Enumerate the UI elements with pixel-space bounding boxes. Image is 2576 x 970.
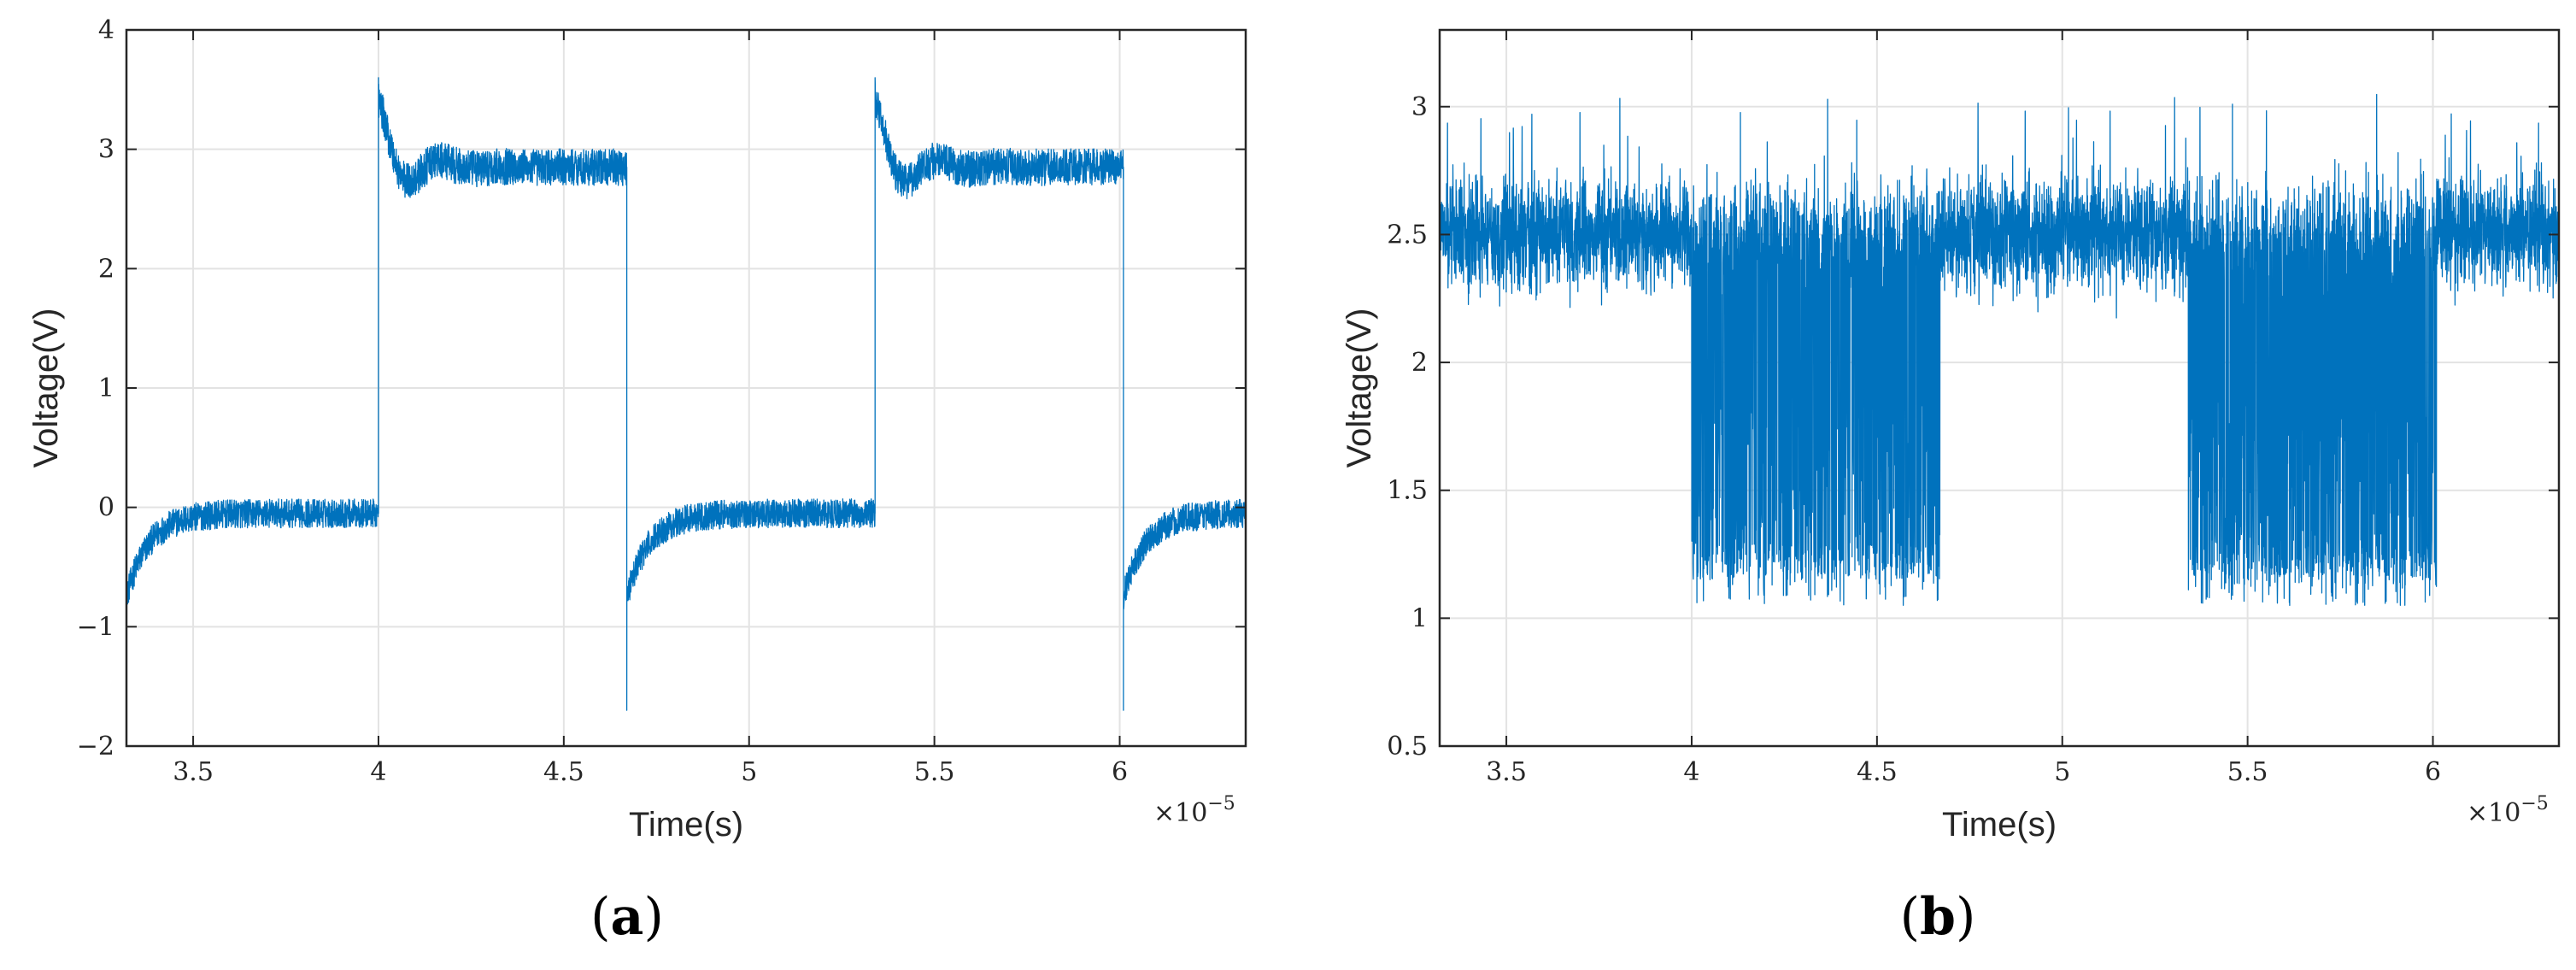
y-tick-label: −2	[77, 732, 114, 761]
chart-a-trace	[126, 77, 1247, 711]
x-tick-label: 5.5	[914, 757, 955, 787]
x-tick-label: 4.5	[543, 757, 584, 787]
chart-a-ylabel: Voltage(V)	[27, 309, 65, 468]
chart-b-trace	[1439, 93, 2560, 607]
y-tick-label: −1	[77, 612, 114, 642]
y-tick-label: 3	[1411, 92, 1428, 122]
x-tick-label: 3.5	[173, 757, 214, 787]
chart-a-xlabel: Time(s)	[629, 806, 743, 844]
chart-b-ylabel: Voltage(V)	[1341, 309, 1378, 468]
y-tick-label: 2	[1411, 348, 1428, 378]
series-line-voltage	[1439, 93, 2560, 607]
chart-b-frame	[1438, 28, 2561, 748]
y-tick-label: 3	[98, 135, 114, 165]
x-tick-label: 4.5	[1857, 757, 1898, 787]
y-tick-label: 2	[98, 254, 114, 284]
y-tick-label: 2.5	[1387, 220, 1428, 250]
x-tick-label: 4	[370, 757, 386, 787]
series-line-voltage	[126, 77, 1247, 711]
x-tick-label: 6	[2425, 757, 2441, 787]
chart-a: 3.5 4 4.5 5 5.5 6 −2 −1 0 1 2 3 4 Time(s) Voltage(V)…	[27, 15, 1247, 947]
x-tick-label: 3.5	[1486, 757, 1527, 787]
chart-b-panel-label: (b)	[1900, 887, 1976, 947]
chart-b: 3.5 4 4.5 5 5.5 6 0.5 1 1.5 2 2.5 3 Time(s) Voltage…	[1341, 28, 2561, 947]
y-tick-label: 4	[98, 15, 114, 45]
x-tick-label: 6	[1112, 757, 1128, 787]
y-tick-label: 0.5	[1387, 732, 1428, 761]
x-tick-label: 5.5	[2227, 757, 2268, 787]
x-tick-label: 4	[1683, 757, 1699, 787]
y-tick-label: 1	[1411, 603, 1428, 633]
chart-a-grid	[126, 29, 1246, 747]
y-tick-label: 1.5	[1387, 476, 1428, 506]
chart-b-xlabel: Time(s)	[1942, 806, 2057, 844]
x-tick-label: 5	[2054, 757, 2070, 787]
x-tick-label: 5	[741, 757, 757, 787]
y-tick-label: 1	[98, 373, 114, 403]
chart-a-panel-label: (a)	[590, 887, 664, 947]
chart-b-ticks: 3.5 4 4.5 5 5.5 6 0.5 1 1.5 2 2.5 3	[1387, 30, 2559, 787]
y-tick-label: 0	[98, 493, 114, 523]
chart-b-x-exponent-label: ×10−5	[2467, 793, 2549, 828]
chart-a-x-exponent-label: ×10−5	[1153, 793, 1235, 828]
chart-a-ticks: 3.5 4 4.5 5 5.5 6 −2 −1 0 1 2 3 4	[77, 15, 1246, 787]
